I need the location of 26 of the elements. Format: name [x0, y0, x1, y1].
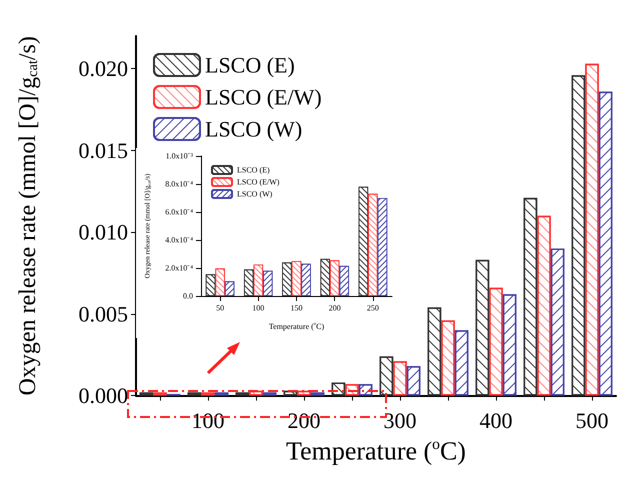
- legend-label: LSCO (E/W): [237, 178, 280, 186]
- x-tick-label: 200: [328, 304, 341, 312]
- x-tick-label: 100: [252, 304, 264, 312]
- y-tick-label: 0.010: [78, 220, 128, 245]
- y-tick-label: 8.0x10⁻⁴: [165, 180, 194, 188]
- x-tick-label: 300: [384, 408, 416, 434]
- y-tick-label: 0.000: [78, 383, 128, 408]
- legend-label: LSCO (E): [205, 52, 295, 78]
- y-tick-label: 0.015: [78, 138, 128, 163]
- y-axis-title: Oxygen release rate (mmol [O]/gcat/s): [15, 36, 41, 396]
- y-tick-label: 1.0x10⁻³: [166, 152, 194, 160]
- y-tick-label: 0.020: [78, 56, 128, 82]
- y-tick-label: 0.0: [183, 292, 193, 300]
- legend-label: LSCO (W): [237, 190, 273, 198]
- y-tick-label: 4.0x10⁻⁴: [165, 236, 194, 244]
- x-tick-label: 400: [480, 408, 512, 434]
- y-tick-label: 0.005: [78, 301, 128, 326]
- x-tick-label: 500: [576, 408, 608, 434]
- legend-label: LSCO (E/W): [205, 84, 322, 110]
- legend-label: LSCO (W): [205, 116, 302, 142]
- x-tick-label: 50: [216, 304, 224, 312]
- y-tick-label: 6.0x10⁻⁴: [165, 208, 194, 216]
- x-tick-label: 250: [366, 304, 379, 312]
- legend-label: LSCO (E): [237, 166, 270, 174]
- x-tick-label: 150: [290, 304, 302, 312]
- y-tick-label: 2.0x10⁻⁴: [165, 264, 194, 272]
